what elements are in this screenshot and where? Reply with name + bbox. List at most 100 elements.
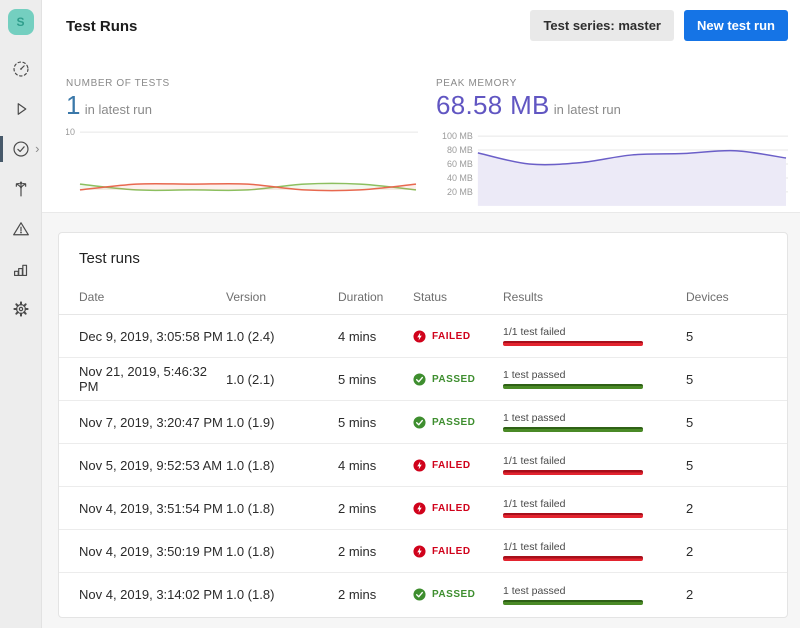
result-bar bbox=[503, 599, 643, 605]
result-bar bbox=[503, 513, 643, 518]
metric-value-row: 68.58 MB in latest run bbox=[436, 91, 788, 124]
sidebar-item-distribution[interactable] bbox=[0, 169, 42, 209]
table-row[interactable]: Nov 7, 2019, 3:20:47 PM 1.0 (1.9) 5 mins PA… bbox=[59, 401, 787, 444]
failed-icon bbox=[413, 458, 426, 472]
svg-text:10: 10 bbox=[66, 127, 75, 137]
run-devices: 5 bbox=[686, 371, 694, 387]
column-header-results[interactable]: Results bbox=[503, 290, 544, 304]
run-status: FAILED bbox=[413, 544, 503, 558]
run-duration: 5 mins bbox=[338, 414, 377, 430]
metric-suffix: in latest run bbox=[84, 102, 152, 117]
column-header-duration[interactable]: Duration bbox=[338, 290, 384, 304]
run-version: 1.0 (1.9) bbox=[226, 414, 275, 430]
failed-icon bbox=[413, 329, 426, 343]
failed-icon bbox=[413, 501, 426, 515]
warning-icon bbox=[12, 222, 29, 236]
column-header-devices[interactable]: Devices bbox=[686, 290, 729, 304]
run-date: Dec 9, 2019, 3:05:58 PM bbox=[79, 328, 223, 344]
table-row[interactable]: Nov 4, 2019, 3:50:19 PM 1.0 (1.8) 2 mins FA… bbox=[59, 530, 787, 573]
result-bar bbox=[503, 341, 643, 346]
metric-label: NUMBER OF TESTS bbox=[66, 78, 170, 89]
run-devices: 5 bbox=[686, 457, 694, 473]
result-label: 1 test passed bbox=[503, 369, 566, 381]
svg-text:60 MB: 60 MB bbox=[447, 159, 473, 169]
result-label: 1/1 test failed bbox=[503, 455, 566, 467]
metric-value-row: 1 in latest run bbox=[66, 91, 418, 124]
branch-icon bbox=[15, 181, 26, 197]
table-row[interactable]: Dec 9, 2019, 3:05:58 PM 1.0 (2.4) 4 mins FA… bbox=[59, 315, 787, 358]
result-label: 1/1 test failed bbox=[503, 541, 566, 553]
column-header-date[interactable]: Date bbox=[79, 290, 105, 304]
status-label: PASSED bbox=[432, 373, 476, 385]
run-status: PASSED bbox=[413, 372, 503, 386]
run-version: 1.0 (1.8) bbox=[226, 500, 275, 516]
run-results: 1/1 test failed bbox=[503, 455, 686, 475]
gauge-icon bbox=[12, 61, 29, 77]
table-section: Test runs Date Version Duration Status R… bbox=[42, 213, 800, 618]
run-duration: 2 mins bbox=[338, 587, 377, 602]
run-version: 1.0 (2.4) bbox=[226, 328, 275, 344]
table-row[interactable]: Nov 4, 2019, 3:51:54 PM 1.0 (1.8) 2 mins FA… bbox=[59, 487, 787, 530]
result-bar bbox=[503, 470, 643, 475]
column-header-status[interactable]: Status bbox=[413, 290, 448, 304]
table-row[interactable]: Nov 5, 2019, 9:52:53 AM 1.0 (1.8) 4 mins FA… bbox=[59, 444, 787, 487]
sidebar-item-dashboard[interactable] bbox=[0, 49, 42, 89]
run-results: 1 test passed bbox=[503, 585, 686, 605]
run-status: FAILED bbox=[413, 329, 503, 343]
passed-icon bbox=[413, 415, 426, 429]
metric-peak-memory: PEAK MEMORY 68.58 MB in latest run 100 MB… bbox=[436, 78, 788, 210]
run-devices: 2 bbox=[686, 543, 694, 559]
run-status: PASSED bbox=[413, 415, 503, 429]
sidebar-item-issues[interactable] bbox=[0, 209, 42, 249]
run-date: Nov 4, 2019, 3:51:54 PM bbox=[79, 500, 223, 516]
run-results: 1 test passed bbox=[503, 412, 686, 432]
status-label: PASSED bbox=[432, 416, 476, 428]
run-status: FAILED bbox=[413, 458, 503, 472]
card-title: Test runs bbox=[79, 250, 140, 267]
sidebar: S › bbox=[0, 0, 42, 628]
new-test-run-button[interactable]: New test run bbox=[683, 10, 788, 41]
sidebar-item-settings[interactable] bbox=[0, 289, 42, 329]
run-duration: 5 mins bbox=[338, 371, 377, 387]
metric-suffix: in latest run bbox=[553, 102, 621, 117]
play-icon bbox=[17, 103, 26, 115]
failed-icon bbox=[413, 544, 426, 558]
sidebar-item-tests[interactable]: › bbox=[0, 129, 42, 169]
run-date: Nov 4, 2019, 3:14:02 PM bbox=[79, 587, 223, 602]
column-header-version[interactable]: Version bbox=[226, 290, 267, 304]
result-bar bbox=[503, 384, 643, 389]
svg-text:100 MB: 100 MB bbox=[442, 131, 473, 141]
run-version: 1.0 (2.1) bbox=[226, 371, 275, 387]
metric-value: 68.58 MB bbox=[436, 90, 550, 120]
bar-chart-icon bbox=[13, 264, 27, 277]
svg-text:20 MB: 20 MB bbox=[447, 187, 473, 197]
test-runs-card: Test runs Date Version Duration Status R… bbox=[58, 232, 788, 618]
run-version: 1.0 (1.8) bbox=[226, 543, 275, 559]
run-results: 1/1 test failed bbox=[503, 498, 686, 518]
table-header-row: Date Version Duration Status Results Dev… bbox=[59, 290, 787, 315]
test-series-button[interactable]: Test series: master bbox=[530, 10, 674, 41]
sidebar-item-runs[interactable] bbox=[0, 89, 42, 129]
table-row[interactable]: Nov 4, 2019, 3:14:02 PM 1.0 (1.8) 2 mins PA… bbox=[59, 573, 787, 616]
run-results: 1 test passed bbox=[503, 369, 686, 389]
metric-value: 1 bbox=[66, 90, 81, 120]
sidebar-nav: › bbox=[0, 49, 41, 329]
metric-label: PEAK MEMORY bbox=[436, 78, 517, 89]
avatar[interactable]: S bbox=[7, 9, 34, 35]
run-status: FAILED bbox=[413, 501, 503, 515]
result-label: 1 test passed bbox=[503, 584, 566, 597]
table-row[interactable]: Nov 21, 2019, 5:46:32 PM 1.0 (2.1) 5 mins P… bbox=[59, 358, 787, 401]
sidebar-item-analytics[interactable] bbox=[0, 249, 42, 289]
run-devices: 2 bbox=[686, 500, 694, 516]
run-version: 1.0 (1.8) bbox=[226, 457, 275, 473]
test-runs-table-body: Dec 9, 2019, 3:05:58 PM 1.0 (2.4) 4 mins FA… bbox=[59, 315, 787, 616]
chevron-right-icon: › bbox=[35, 140, 40, 156]
run-date: Nov 7, 2019, 3:20:47 PM bbox=[79, 414, 223, 430]
run-status: PASSED bbox=[413, 588, 503, 601]
result-label: 1/1 test failed bbox=[503, 326, 566, 338]
run-duration: 4 mins bbox=[338, 328, 377, 344]
status-label: FAILED bbox=[432, 502, 471, 514]
run-date: Nov 5, 2019, 9:52:53 AM bbox=[79, 457, 223, 473]
run-results: 1/1 test failed bbox=[503, 326, 686, 346]
result-label: 1/1 test failed bbox=[503, 498, 566, 510]
